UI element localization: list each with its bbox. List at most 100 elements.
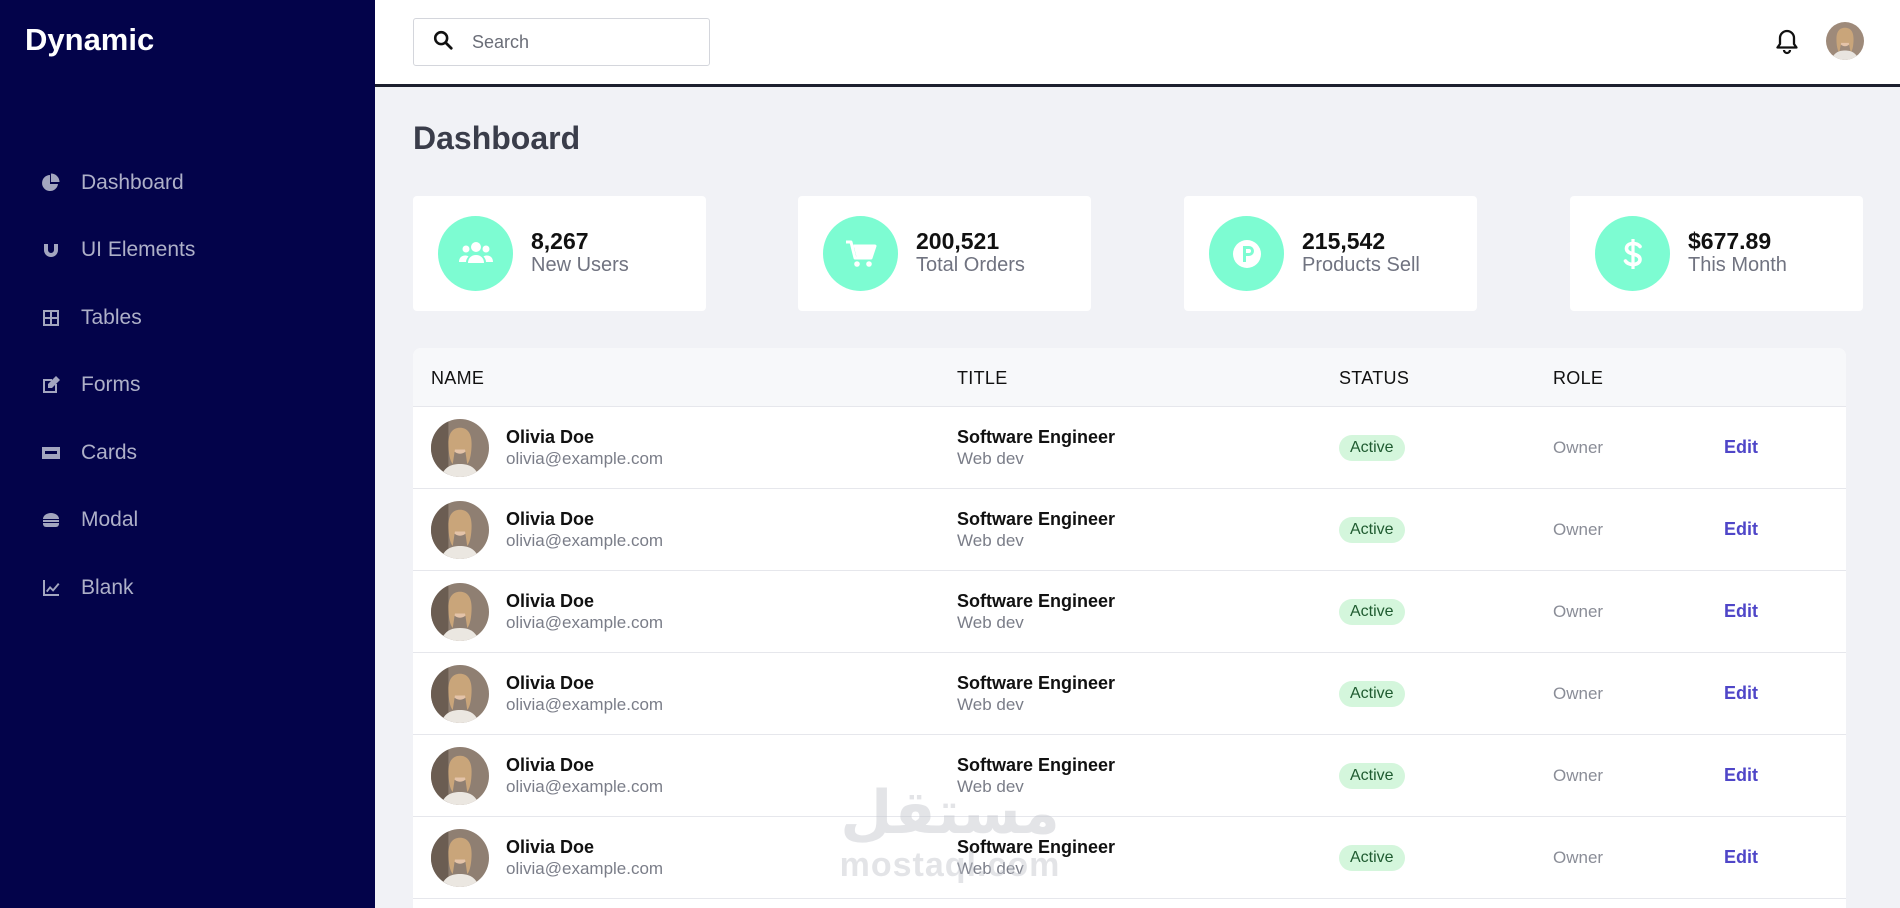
sidebar-item-label: Forms bbox=[81, 373, 141, 397]
sidebar-item-dashboard[interactable]: Dashboard bbox=[0, 149, 375, 217]
edit-form-icon bbox=[40, 374, 62, 396]
avatar bbox=[431, 501, 489, 559]
user-name: Olivia Doe bbox=[506, 509, 595, 529]
stat-label: This Month bbox=[1688, 254, 1787, 276]
status-badge: Active bbox=[1339, 763, 1405, 789]
stat-value: 200,521 bbox=[916, 228, 1000, 254]
job-title: Software Engineer bbox=[957, 673, 1116, 693]
table-row: Olivia Doe olivia@example.com Software E… bbox=[413, 571, 1846, 653]
job-title: Software Engineer bbox=[957, 755, 1116, 775]
status-badge: Active bbox=[1339, 517, 1405, 543]
search-box[interactable] bbox=[413, 18, 710, 66]
column-header-status[interactable]: STATUS bbox=[1339, 368, 1410, 388]
column-header-name[interactable]: NAME bbox=[431, 368, 485, 388]
job-title: Software Engineer bbox=[957, 591, 1116, 611]
user-name: Olivia Doe bbox=[506, 427, 595, 447]
search-icon bbox=[432, 29, 454, 56]
table-row: Olivia Doe olivia@example.com Software E… bbox=[413, 817, 1846, 899]
line-chart-icon bbox=[40, 577, 62, 599]
stat-card-total-orders: 200,521 Total Orders bbox=[798, 196, 1091, 311]
sidebar: Dynamic Dashboard UI Elements Tables For… bbox=[0, 0, 375, 908]
edit-link[interactable]: Edit bbox=[1724, 437, 1758, 457]
stat-value: $677.89 bbox=[1688, 228, 1772, 254]
magnet-icon bbox=[40, 239, 62, 261]
column-header-title[interactable]: TITLE bbox=[957, 368, 1008, 388]
avatar bbox=[431, 665, 489, 723]
stat-label: New Users bbox=[531, 254, 629, 276]
stat-card-products-sell: 215,542 Products Sell bbox=[1184, 196, 1477, 311]
table-header: NAME TITLE STATUS ROLE bbox=[413, 348, 1846, 407]
stat-card-this-month: $677.89 This Month bbox=[1570, 196, 1863, 311]
job-title: Software Engineer bbox=[957, 509, 1116, 529]
user-name: Olivia Doe bbox=[506, 673, 595, 693]
dollar-icon bbox=[1595, 216, 1670, 291]
sidebar-item-ui-elements[interactable]: UI Elements bbox=[0, 217, 375, 285]
product-hunt-icon bbox=[1209, 216, 1284, 291]
status-badge: Active bbox=[1339, 681, 1405, 707]
avatar bbox=[431, 419, 489, 477]
user-email: olivia@example.com bbox=[506, 777, 664, 796]
search-input[interactable] bbox=[472, 31, 692, 53]
watermark-latin-text: mostaql.com bbox=[839, 846, 1061, 884]
edit-link[interactable]: Edit bbox=[1724, 847, 1758, 867]
job-title: Software Engineer bbox=[957, 427, 1116, 447]
stat-value: 8,267 bbox=[531, 228, 589, 254]
avatar bbox=[431, 583, 489, 641]
sidebar-item-modal[interactable]: Modal bbox=[0, 487, 375, 555]
user-name: Olivia Doe bbox=[506, 755, 595, 775]
table-row: Olivia Doe olivia@example.com Software E… bbox=[413, 735, 1846, 817]
sidebar-item-label: Cards bbox=[81, 440, 138, 464]
avatar bbox=[431, 829, 489, 887]
user-email: olivia@example.com bbox=[506, 531, 664, 550]
sidebar-item-cards[interactable]: Cards bbox=[0, 419, 375, 487]
user-role: Owner bbox=[1553, 848, 1604, 867]
user-role: Owner bbox=[1553, 438, 1604, 457]
table-icon bbox=[40, 307, 62, 329]
page-title: Dashboard bbox=[413, 120, 581, 156]
sidebar-item-label: UI Elements bbox=[81, 238, 196, 262]
edit-link[interactable]: Edit bbox=[1724, 765, 1758, 785]
user-role: Owner bbox=[1553, 766, 1604, 785]
sidebar-item-forms[interactable]: Forms bbox=[0, 352, 375, 420]
notification-bell-icon[interactable] bbox=[1774, 28, 1800, 56]
cart-icon bbox=[823, 216, 898, 291]
edit-link[interactable]: Edit bbox=[1724, 519, 1758, 539]
pie-chart-icon bbox=[40, 172, 62, 194]
user-email: olivia@example.com bbox=[506, 859, 664, 878]
watermark-arabic-text: مستقل bbox=[840, 778, 1060, 848]
avatar bbox=[431, 747, 489, 805]
stat-card-new-users: 8,267 New Users bbox=[413, 196, 706, 311]
credit-card-icon bbox=[40, 442, 62, 464]
user-name: Olivia Doe bbox=[506, 837, 595, 857]
sidebar-item-label: Tables bbox=[81, 305, 142, 329]
edit-link[interactable]: Edit bbox=[1724, 601, 1758, 621]
burger-icon bbox=[40, 509, 62, 531]
brand-logo[interactable]: Dynamic bbox=[25, 22, 155, 57]
sidebar-item-tables[interactable]: Tables bbox=[0, 284, 375, 352]
sidebar-item-label: Dashboard bbox=[81, 170, 184, 194]
sidebar-item-blank[interactable]: Blank bbox=[0, 554, 375, 622]
table-row: Olivia Doe olivia@example.com Software E… bbox=[413, 489, 1846, 571]
edit-link[interactable]: Edit bbox=[1724, 683, 1758, 703]
job-department: Web dev bbox=[957, 859, 1024, 878]
table-row: Olivia Doe olivia@example.com Software E… bbox=[413, 653, 1846, 735]
sidebar-item-label: Modal bbox=[81, 508, 139, 532]
job-department: Web dev bbox=[957, 531, 1024, 550]
job-department: Web dev bbox=[957, 449, 1024, 468]
user-email: olivia@example.com bbox=[506, 695, 664, 714]
users-table: NAME TITLE STATUS ROLE Olivia Doe olivia… bbox=[413, 348, 1846, 908]
user-email: olivia@example.com bbox=[506, 449, 664, 468]
user-avatar[interactable] bbox=[1826, 22, 1864, 60]
users-icon bbox=[438, 216, 513, 291]
sidebar-nav: Dashboard UI Elements Tables Forms Cards bbox=[0, 149, 375, 622]
stat-label: Products Sell bbox=[1302, 254, 1420, 276]
user-role: Owner bbox=[1553, 520, 1604, 539]
table-row: Olivia Doe olivia@example.com Software E… bbox=[413, 407, 1846, 489]
job-department: Web dev bbox=[957, 695, 1024, 714]
job-department: Web dev bbox=[957, 613, 1024, 632]
top-header bbox=[375, 0, 1900, 87]
user-role: Owner bbox=[1553, 684, 1604, 703]
column-header-role[interactable]: ROLE bbox=[1553, 368, 1604, 388]
job-department: Web dev bbox=[957, 777, 1024, 796]
status-badge: Active bbox=[1339, 845, 1405, 871]
